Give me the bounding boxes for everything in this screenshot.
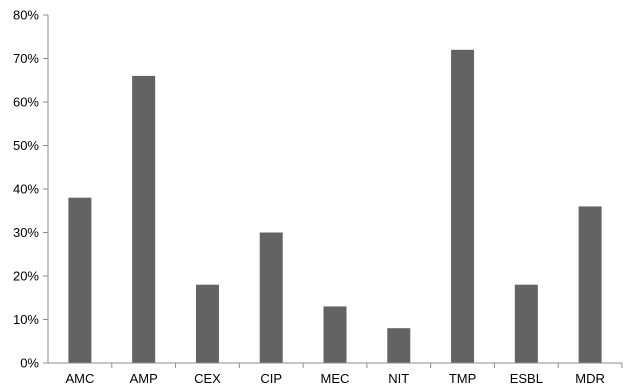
x-tick-label: AMC <box>65 371 94 386</box>
bar-cex <box>195 284 219 363</box>
bar-mec <box>323 306 347 363</box>
y-tick-label: 60% <box>13 95 39 110</box>
bar-amc <box>68 197 92 363</box>
bar-amp <box>132 75 156 364</box>
y-tick-label: 80% <box>13 8 39 23</box>
x-tick-label: AMP <box>130 371 158 386</box>
x-axis-ticks: AMC AMP CEX CIP MEC NIT TMP ESBL MDR <box>65 363 623 386</box>
bar-nit <box>387 328 411 363</box>
x-tick-label: TMP <box>449 371 476 386</box>
y-tick-label: 30% <box>13 225 39 240</box>
x-tick-label: MDR <box>575 371 605 386</box>
y-tick-label: 40% <box>13 182 39 197</box>
y-axis-ticks: 0% 10% 20% 30% 40% 50% 60% 70% 80% <box>13 8 48 371</box>
bars <box>68 49 602 364</box>
y-tick-label: 10% <box>13 312 39 327</box>
bar-tmp <box>451 49 475 364</box>
x-tick-label: ESBL <box>510 371 543 386</box>
y-tick-label: 0% <box>20 356 39 371</box>
x-tick-label: CIP <box>260 371 282 386</box>
y-tick-label: 70% <box>13 51 39 66</box>
x-tick-label: MEC <box>321 371 350 386</box>
y-tick-label: 20% <box>13 269 39 284</box>
bar-mdr <box>578 206 602 363</box>
y-tick-label: 50% <box>13 138 39 153</box>
x-tick-label: CEX <box>194 371 221 386</box>
bar-cip <box>259 232 283 363</box>
x-tick-label: NIT <box>388 371 409 386</box>
bar-esbl <box>514 284 538 363</box>
